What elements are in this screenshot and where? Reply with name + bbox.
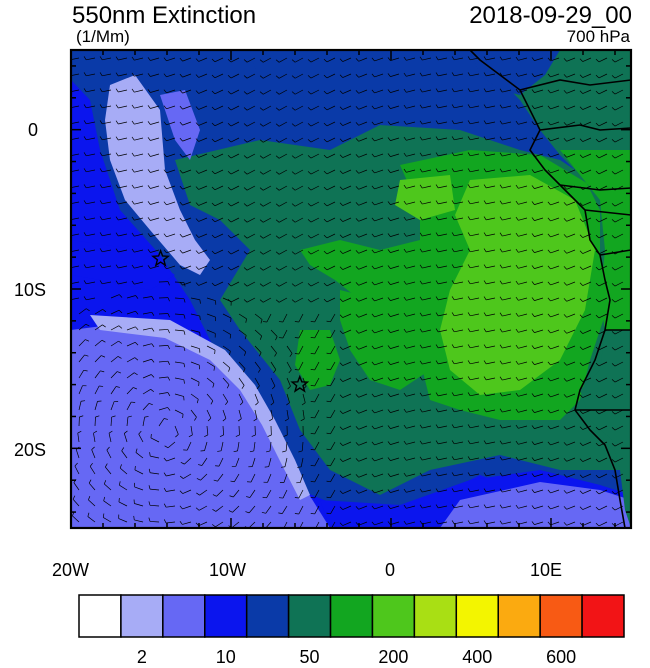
colorbar-swatch [414,595,456,637]
colorbar-swatch [289,595,331,637]
y-tick-20s: 20S [14,440,46,461]
colorbar-label: 400 [462,647,492,668]
colorbar-swatch [498,595,540,637]
colorbar-swatch [121,595,163,637]
colorbar-swatch [247,595,289,637]
colorbar-swatch [331,595,373,637]
x-tick-0: 0 [385,560,395,581]
colorbar [79,595,624,637]
colorbar-swatch [582,595,624,637]
extinction-field [71,50,631,528]
colorbar-swatch [540,595,582,637]
colorbar-label: 10 [216,647,236,668]
colorbar-label: 50 [300,647,320,668]
colorbar-swatch [372,595,414,637]
x-tick-10w: 10W [209,560,246,581]
x-tick-10e: 10E [530,560,562,581]
y-tick-0: 0 [28,120,38,141]
colorbar-swatch [456,595,498,637]
colorbar-swatch [205,595,247,637]
y-tick-10s: 10S [14,280,46,301]
colorbar-swatch [79,595,121,637]
x-tick-20w: 20W [52,560,89,581]
colorbar-label: 2 [137,647,147,668]
colorbar-label: 200 [378,647,408,668]
colorbar-label: 600 [546,647,576,668]
colorbar-swatch [163,595,205,637]
